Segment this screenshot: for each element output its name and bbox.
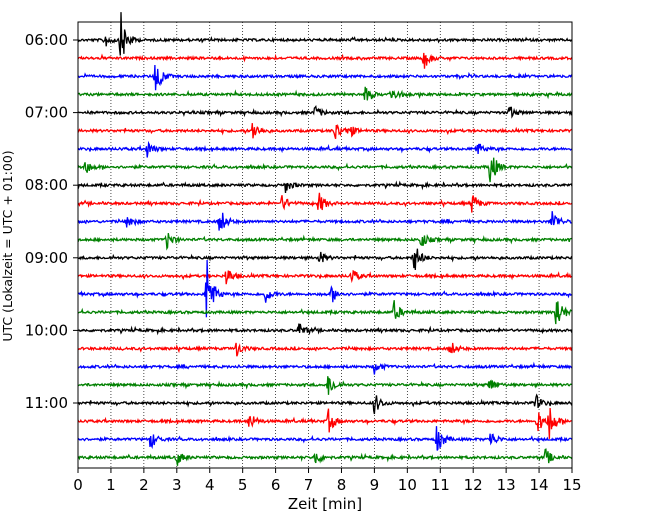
trace-0630 xyxy=(77,64,573,91)
y-tick-label: 10:00 xyxy=(25,321,68,339)
x-tick-label: 10 xyxy=(398,476,417,494)
trace-1045 xyxy=(77,376,573,395)
trace-1000 xyxy=(77,323,573,336)
trace-1100 xyxy=(77,393,573,415)
x-tick-label: 13 xyxy=(497,476,516,494)
trace-0800 xyxy=(77,180,573,193)
x-tick-label: 12 xyxy=(464,476,483,494)
y-tick-label: 06:00 xyxy=(25,31,68,49)
trace-group xyxy=(77,12,573,466)
x-tick-label: 11 xyxy=(431,476,450,494)
y-axis-ticks: 06:00 07:00 08:00 09:00 10:00 11:00 xyxy=(25,31,78,412)
x-tick-label: 8 xyxy=(337,476,347,494)
x-tick-label: 7 xyxy=(304,476,314,494)
x-tick-label: 15 xyxy=(562,476,581,494)
y-axis-label: UTC (Lokalzeit = UTC + 01:00) xyxy=(0,150,15,341)
x-tick-label: 4 xyxy=(205,476,215,494)
trace-0930 xyxy=(77,259,573,318)
trace-0830 xyxy=(77,211,572,231)
trace-1115 xyxy=(77,407,573,439)
trace-0845 xyxy=(77,232,573,251)
x-tick-label: 9 xyxy=(370,476,380,494)
trace-0745 xyxy=(77,157,573,183)
x-axis-label: Zeit [min] xyxy=(288,495,362,513)
plot-frame xyxy=(77,21,573,469)
x-tick-label: 2 xyxy=(139,476,149,494)
plot-area xyxy=(78,22,572,468)
trace-0900 xyxy=(77,248,573,271)
trace-1030 xyxy=(77,361,573,375)
trace-1145 xyxy=(77,448,573,466)
x-tick-label: 3 xyxy=(172,476,182,494)
trace-0915 xyxy=(77,269,573,285)
y-tick-label: 08:00 xyxy=(25,176,68,194)
x-tick-label: 6 xyxy=(271,476,281,494)
trace-0730 xyxy=(77,140,573,158)
y-tick-label: 09:00 xyxy=(25,249,68,267)
x-tick-label: 1 xyxy=(106,476,116,494)
y-tick-label: 07:00 xyxy=(25,104,68,122)
vertical-grid xyxy=(110,22,540,468)
trace-0945 xyxy=(78,300,573,325)
x-tick-label: 0 xyxy=(73,476,83,494)
trace-0615 xyxy=(77,52,573,69)
x-tick-label: 14 xyxy=(530,476,549,494)
x-axis-ticks: 0 1 2 3 4 5 6 7 8 9 10 11 12 13 14 15 xyxy=(73,468,582,494)
x-tick-label: 5 xyxy=(238,476,248,494)
trace-0600 xyxy=(77,12,573,56)
trace-1015 xyxy=(77,342,573,357)
trace-0815 xyxy=(77,192,573,213)
trace-0645 xyxy=(77,86,573,101)
y-tick-label: 11:00 xyxy=(25,394,68,412)
trace-0715 xyxy=(77,123,573,139)
trace-1130 xyxy=(77,426,573,451)
trace-0700 xyxy=(77,105,573,119)
